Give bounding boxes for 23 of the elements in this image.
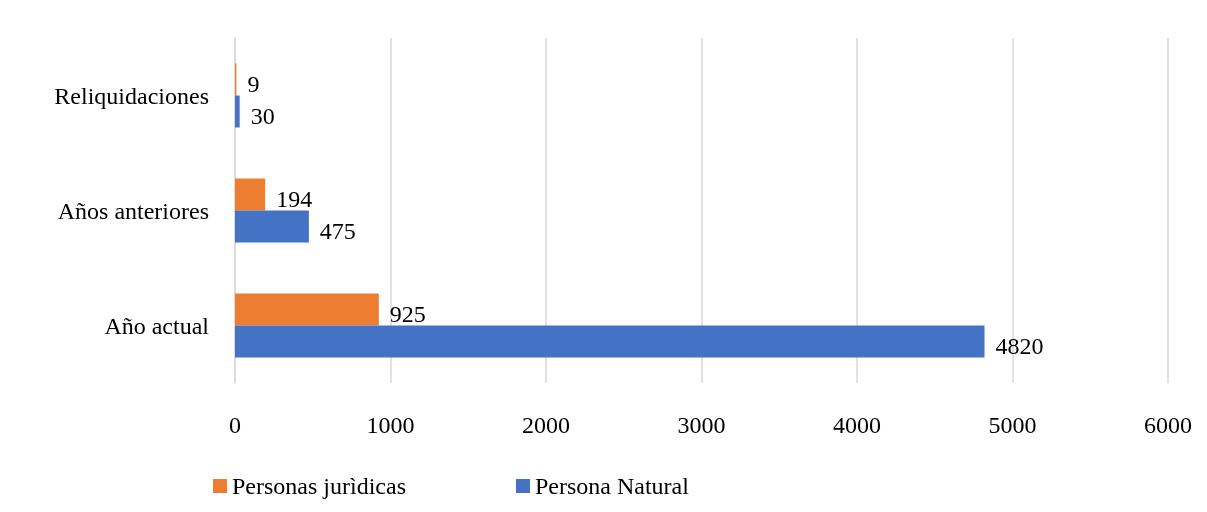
- data-label: 194: [276, 185, 313, 212]
- legend-label: Persona Natural: [534, 473, 690, 499]
- data-label: 4820: [995, 332, 1044, 359]
- data-label: 9: [247, 70, 260, 97]
- x-tick-label: 1000: [366, 412, 415, 438]
- y-tick-label: Años anteriores: [57, 197, 209, 224]
- data-label: 475: [319, 217, 356, 244]
- legend-label: Personas jurìdicas: [232, 473, 406, 499]
- x-tick-label: 4000: [833, 412, 881, 438]
- data-label: 30: [250, 102, 275, 129]
- bar: [235, 210, 309, 243]
- x-tick-label: 3000: [677, 412, 726, 438]
- x-tick-label: 5000: [988, 412, 1037, 438]
- y-tick-label: Reliquidaciones: [54, 82, 209, 109]
- bar: [235, 325, 985, 358]
- bar: [235, 95, 240, 128]
- y-tick-label: Año actual: [104, 312, 210, 339]
- x-tick-label: 0: [229, 412, 241, 438]
- x-tick-label: 6000: [1144, 412, 1192, 438]
- bar: [235, 293, 379, 326]
- data-label: 925: [389, 300, 426, 327]
- x-tick-label: 2000: [522, 412, 570, 438]
- bar: [235, 178, 266, 211]
